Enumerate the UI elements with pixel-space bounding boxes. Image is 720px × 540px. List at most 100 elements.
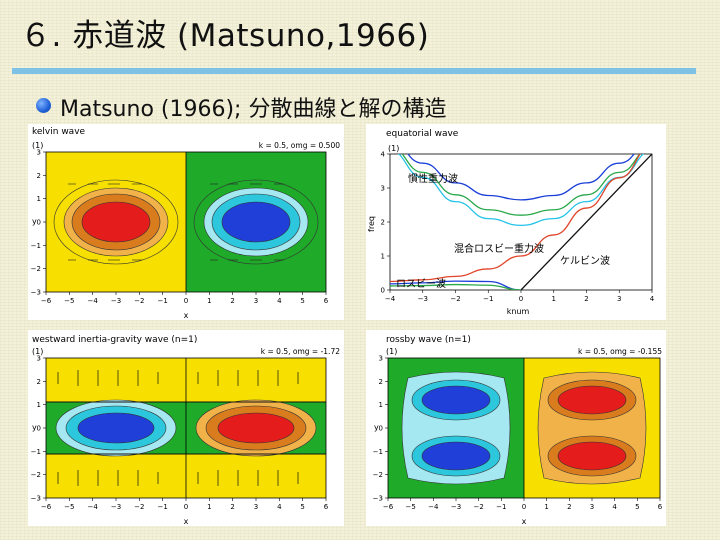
y-tick-label: 0 <box>37 425 41 433</box>
label-inertia-gravity: 慣性重力波 <box>408 172 458 185</box>
x-tick-label: −3 <box>111 503 121 511</box>
dispersion-series-line <box>401 154 641 216</box>
dispersion-panel-title: equatorial wave <box>386 129 459 139</box>
x-tick-label: −1 <box>158 503 168 511</box>
kelvin-y-label: y <box>32 217 37 226</box>
x-tick-label: −5 <box>64 503 74 511</box>
bullet-icon <box>36 98 51 113</box>
y-tick-label: −2 <box>373 471 383 479</box>
inertia-gravity-panel: westward inertia-gravity wave (n=1) (1) … <box>28 330 344 526</box>
freq-tick-label: 1 <box>381 253 385 261</box>
slide-subtitle: Matsuno (1966); 分散曲線と解の構造 <box>60 97 447 122</box>
dispersion-series-line <box>390 283 522 290</box>
slide-title: ６. 赤道波 (Matsuno,1966) <box>20 18 430 54</box>
x-tick-label: −6 <box>383 503 394 511</box>
x-tick-label: 5 <box>300 503 304 511</box>
x-tick-label: 0 <box>184 503 188 511</box>
x-tick-label: −5 <box>406 503 416 511</box>
y-tick-label: 1 <box>37 401 41 409</box>
knum-tick-label: −3 <box>418 295 428 303</box>
dispersion-series-line <box>407 154 635 201</box>
x-tick-label: −4 <box>88 503 99 511</box>
kelvin-panel-title: kelvin wave <box>32 127 86 137</box>
ig-max-core <box>217 412 295 444</box>
x-tick-label: 6 <box>324 297 329 305</box>
rossby-min-core-south <box>421 441 491 471</box>
dispersion-y-label: freq <box>367 216 376 232</box>
kelvin-panel-index: (1) <box>32 141 43 150</box>
rossby-y-label: y <box>374 423 379 432</box>
x-tick-label: −1 <box>496 503 506 511</box>
rossby-panel-params: k = 0.5, omg = -0.155 <box>578 347 662 356</box>
x-tick-label: 3 <box>254 503 258 511</box>
dispersion-panel: equatorial wave (1) −4 −3 −2 −1 0 1 2 3 4 4 3 2 1 0 f… <box>366 124 666 320</box>
ig-panel-params: k = 0.5, omg = -1.72 <box>261 347 340 356</box>
y-tick-label: −3 <box>31 495 41 503</box>
x-tick-label: 3 <box>590 503 594 511</box>
y-tick-label: −2 <box>31 265 41 273</box>
knum-tick-label: 3 <box>617 295 621 303</box>
x-tick-label: 0 <box>184 297 188 305</box>
y-tick-label: −1 <box>31 448 41 456</box>
x-tick-label: −6 <box>41 297 52 305</box>
label-kelvin: ケルビン波 <box>560 254 610 267</box>
kelvin-min-core <box>221 201 291 243</box>
x-tick-label: 4 <box>612 503 617 511</box>
x-tick-label: −3 <box>451 503 461 511</box>
knum-tick-label: 2 <box>584 295 588 303</box>
x-tick-label: 0 <box>522 503 526 511</box>
x-tick-label: −2 <box>134 297 144 305</box>
y-tick-label: 2 <box>37 172 41 180</box>
freq-tick-label: 0 <box>381 287 385 295</box>
kelvin-x-label: x <box>184 311 189 320</box>
knum-tick-label: −1 <box>483 295 493 303</box>
x-tick-label: −4 <box>88 297 99 305</box>
x-tick-label: −2 <box>134 503 144 511</box>
x-tick-label: 6 <box>324 503 329 511</box>
ig-panel-title: westward inertia-gravity wave (n=1) <box>32 335 197 345</box>
kelvin-panel-params: k = 0.5, omg = 0.500 <box>259 141 340 150</box>
label-mixed-rossby-gravity: 混合ロスビー重力波 <box>454 242 544 255</box>
x-tick-label: −1 <box>158 297 168 305</box>
dispersion-series-line <box>390 154 641 283</box>
knum-tick-label: 0 <box>519 295 523 303</box>
dispersion-x-label: knum <box>507 307 530 316</box>
dispersion-series-line <box>520 154 652 290</box>
x-tick-label: 6 <box>658 503 663 511</box>
dispersion-panel-index: (1) <box>388 144 399 153</box>
x-tick-label: 1 <box>544 503 548 511</box>
y-tick-label: −3 <box>373 495 383 503</box>
x-tick-label: 2 <box>230 503 234 511</box>
knum-tick-label: −4 <box>385 295 396 303</box>
y-tick-label: 3 <box>379 355 383 363</box>
x-tick-label: 1 <box>207 297 211 305</box>
y-tick-label: 0 <box>379 425 383 433</box>
x-tick-label: 4 <box>277 297 282 305</box>
y-tick-label: 2 <box>37 378 41 386</box>
y-tick-label: 1 <box>37 195 41 203</box>
rossby-x-label: x <box>522 517 527 526</box>
x-tick-label: −3 <box>111 297 121 305</box>
y-tick-label: −1 <box>373 448 383 456</box>
x-tick-label: 1 <box>207 503 211 511</box>
rossby-max-core-south <box>557 441 627 471</box>
title-underline <box>12 68 696 74</box>
rossby-panel-title: rossby wave (n=1) <box>386 335 471 345</box>
y-tick-label: −1 <box>31 242 41 250</box>
x-tick-label: 2 <box>567 503 571 511</box>
y-tick-label: 3 <box>37 355 41 363</box>
kelvin-max-core <box>81 201 151 243</box>
y-tick-label: −2 <box>31 471 41 479</box>
freq-tick-label: 4 <box>381 151 386 159</box>
x-tick-label: 3 <box>254 297 258 305</box>
x-tick-label: 4 <box>277 503 282 511</box>
knum-tick-label: −2 <box>450 295 460 303</box>
dispersion-series-line <box>390 280 522 290</box>
y-tick-label: 1 <box>379 401 383 409</box>
ig-min-core <box>77 412 155 444</box>
x-tick-label: −5 <box>64 297 74 305</box>
rossby-panel-index: (1) <box>386 347 397 356</box>
y-tick-label: 3 <box>37 149 41 157</box>
label-rossby: ロスビー波 <box>396 277 446 290</box>
freq-tick-label: 3 <box>381 185 385 193</box>
